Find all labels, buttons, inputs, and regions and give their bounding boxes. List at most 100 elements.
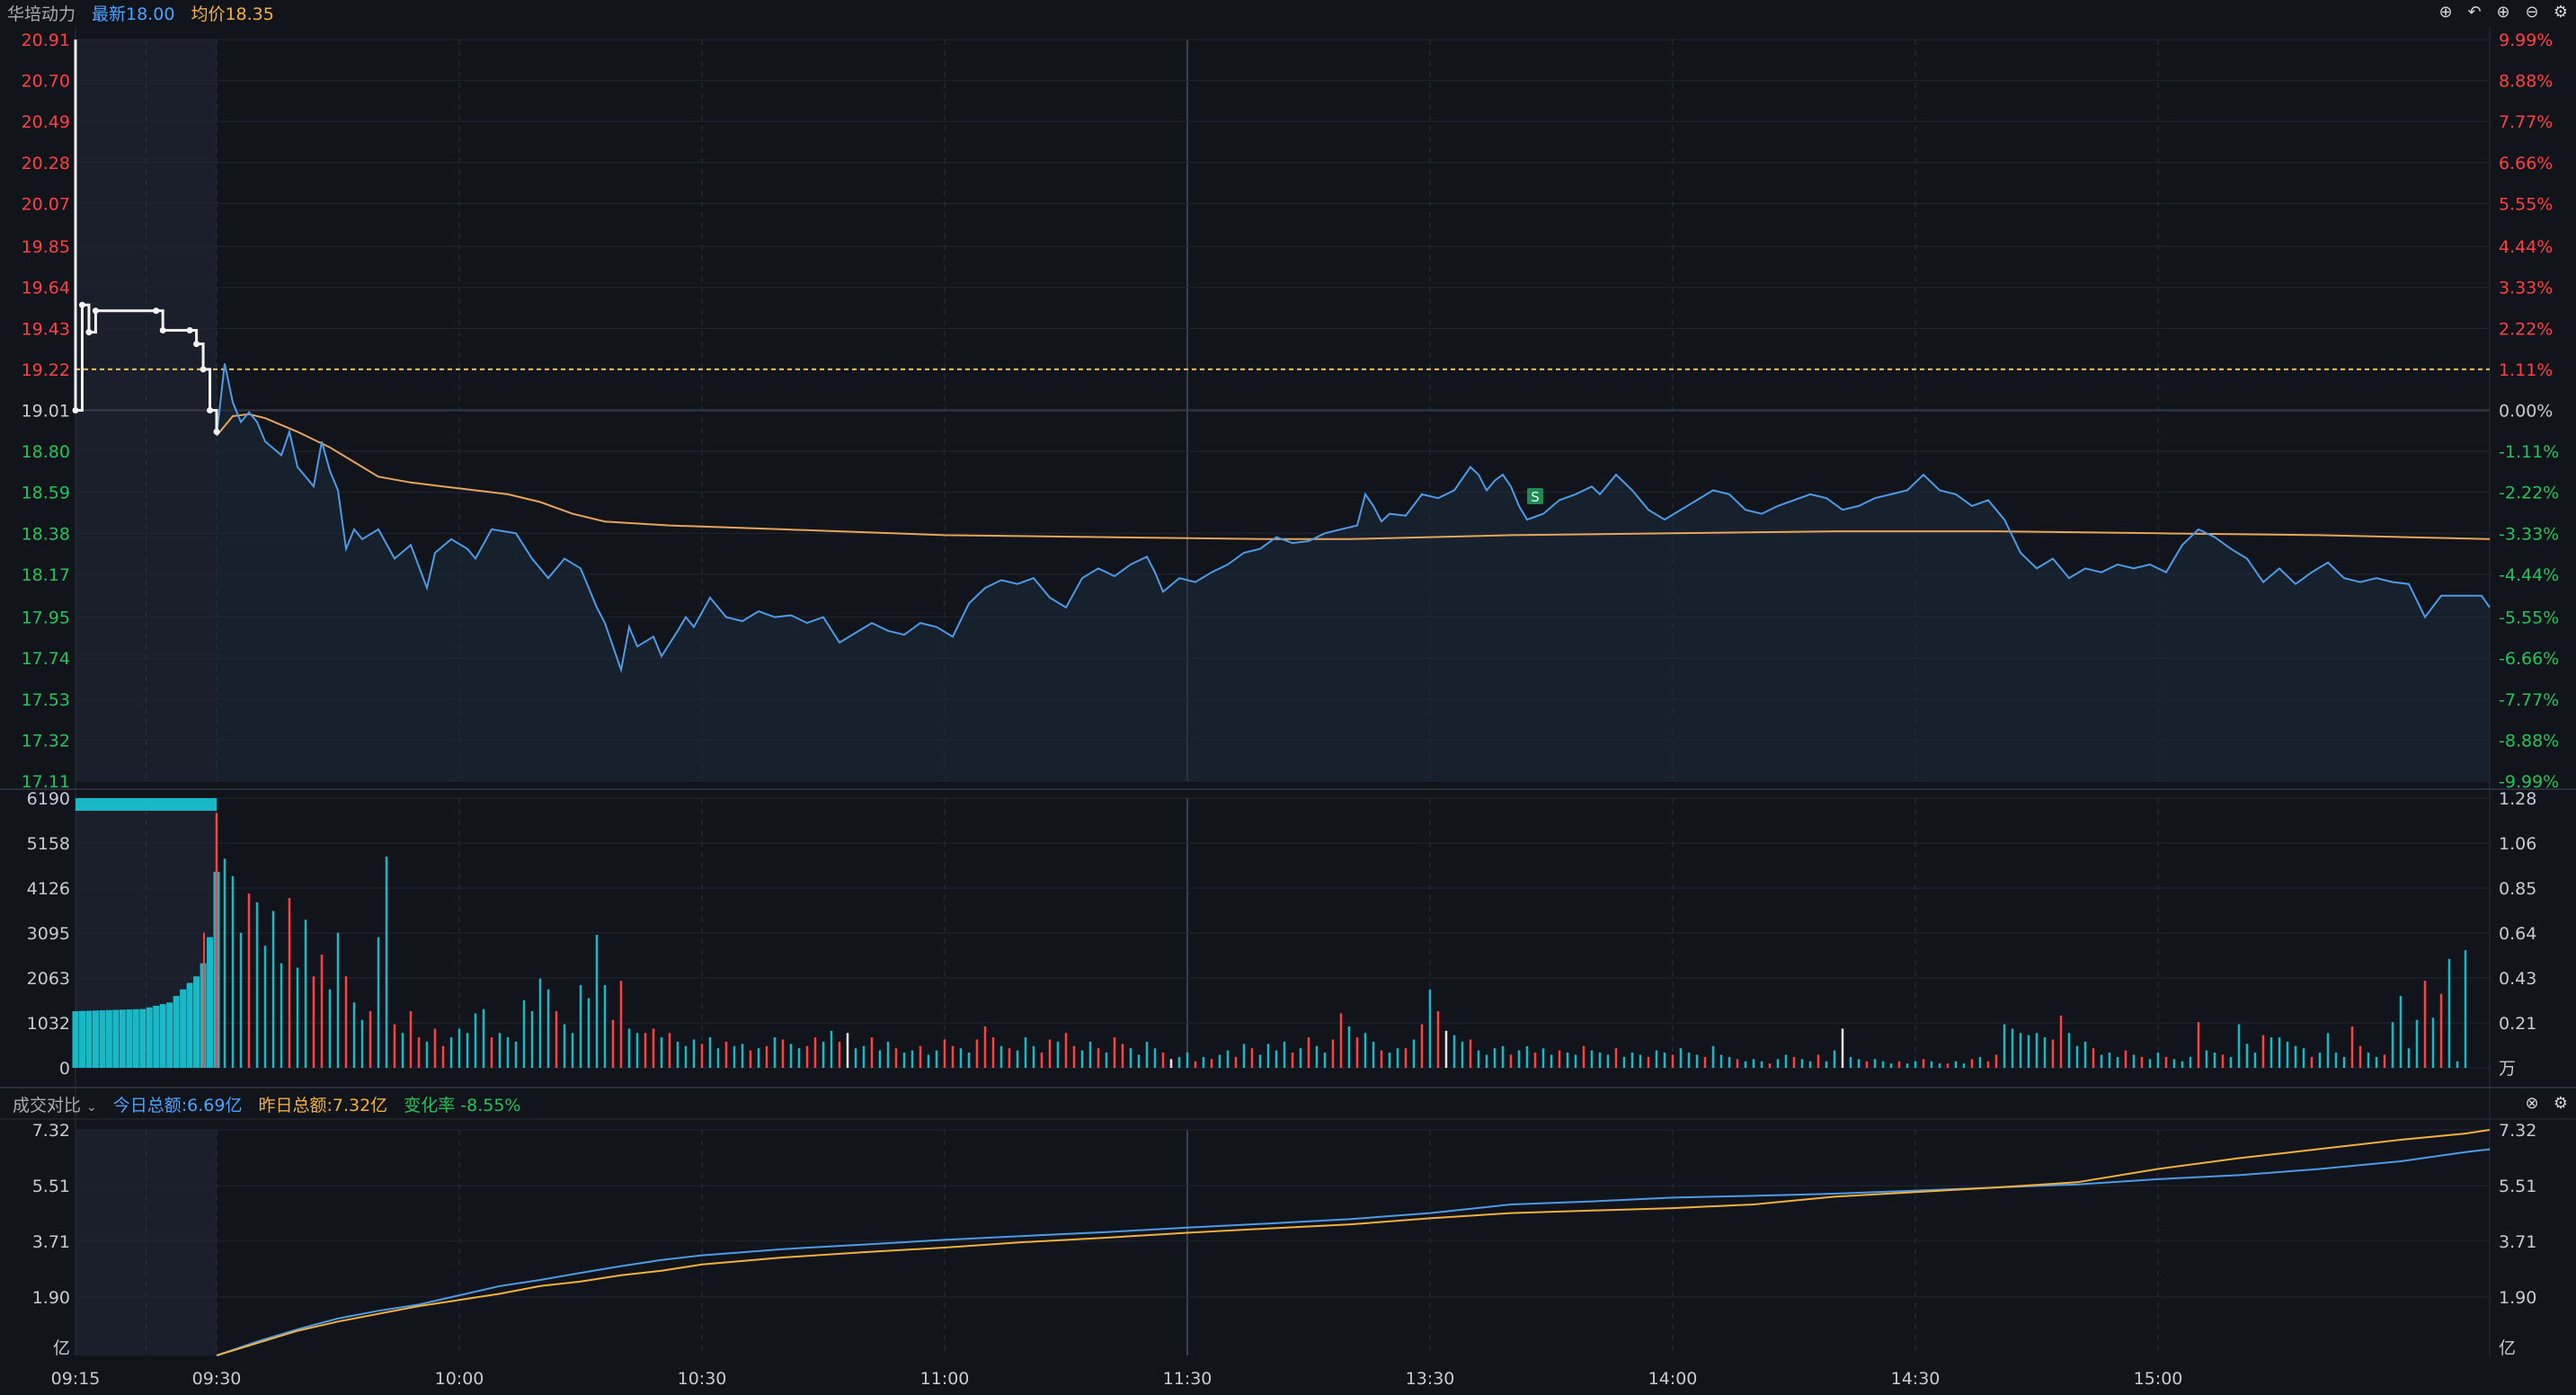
pct-tick-label: -2.22%	[2499, 484, 2559, 503]
gear-icon[interactable]: ⚙	[2553, 1093, 2569, 1113]
undo-icon[interactable]: ↶	[2467, 2, 2482, 22]
preopen-volume-bar	[112, 1009, 120, 1068]
preopen-volume-bar	[173, 996, 180, 1068]
pct-tick-label: 0.00%	[2499, 402, 2553, 422]
time-tick-label: 09:15	[51, 1369, 101, 1389]
pct-tick-label: 9.99%	[2499, 31, 2553, 50]
preopen-volume-bar	[126, 1009, 133, 1068]
price-area	[217, 363, 2490, 781]
time-tick-label: 11:00	[920, 1369, 970, 1389]
price-tick-label: 19.64	[22, 279, 70, 298]
auction-point	[159, 326, 166, 333]
volume-tick-label: 2063	[27, 969, 70, 989]
zoom-in-icon[interactable]: ⊕	[2496, 2, 2510, 22]
price-tick-label: 20.49	[22, 112, 70, 132]
auction-point	[186, 326, 193, 333]
time-tick-label: 11:30	[1163, 1369, 1212, 1389]
price-tick-label: 18.17	[22, 565, 70, 585]
avg-price-line	[216, 413, 2491, 540]
auction-point	[207, 407, 214, 413]
preopen-volume-bar	[159, 1004, 166, 1068]
volume-tick-label: 6190	[27, 789, 70, 809]
price-tick-label: 17.95	[22, 609, 70, 628]
preopen-volume-bar	[132, 1008, 139, 1068]
preopen-volume-bar	[119, 1009, 126, 1068]
auction-point	[153, 307, 160, 315]
time-tick-label: 14:30	[1891, 1369, 1941, 1389]
price-header: 华培动力 最新18.00 均价18.35	[7, 2, 274, 24]
pct-tick-label: -4.44%	[2499, 565, 2559, 585]
volume-tick-label: 1032	[27, 1014, 70, 1034]
price-tick-label: 17.11	[22, 772, 70, 792]
preopen-volume-bar	[105, 1009, 112, 1068]
pct-tick-label: -8.88%	[2499, 731, 2559, 751]
auction-point	[200, 366, 207, 373]
yesterday-total: 昨日总额:7.32亿	[258, 1095, 388, 1115]
turnover-tick-label: 3.71	[32, 1232, 70, 1252]
price-tick-label: 19.85	[22, 237, 70, 257]
volume-tick-label: 5158	[27, 834, 70, 854]
preopen-volume-bar	[166, 1002, 173, 1068]
pct-tick-label: -3.33%	[2499, 524, 2559, 544]
preopen-volume-bar	[153, 1005, 160, 1068]
pct-tick-label: -9.99%	[2499, 772, 2559, 792]
pct-tick-label: 4.44%	[2499, 237, 2553, 257]
preopen-volume-bar	[186, 982, 193, 1068]
pct-tick-label: 3.33%	[2499, 279, 2553, 298]
close-icon[interactable]: ⊗	[2525, 1093, 2539, 1113]
lower-toolbar: ⊗ ⚙	[2522, 1093, 2571, 1113]
pct-tick-label: 1.11%	[2499, 360, 2553, 380]
pct-tick-label: -6.66%	[2499, 649, 2559, 669]
volume-tick-label: 0	[59, 1059, 70, 1079]
auction-point	[85, 329, 93, 336]
sell-marker-label: S	[1531, 489, 1540, 505]
turnover-line	[216, 1148, 2491, 1356]
turnover-right-tick-label: 3.71	[2499, 1232, 2536, 1252]
time-tick-label: 14:00	[1648, 1369, 1698, 1389]
download-icon[interactable]: ⊕	[2438, 2, 2453, 22]
preopen-volume-bar	[85, 1010, 93, 1068]
price-tick-label: 20.28	[22, 154, 70, 173]
volume-right-tick-label: 0.85	[2499, 879, 2536, 899]
price-tick-label: 18.38	[22, 524, 70, 544]
stock-name[interactable]: 华培动力	[7, 4, 76, 24]
turnover-right-tick-label: 5.51	[2499, 1177, 2536, 1196]
price-tick-label: 20.70	[22, 72, 70, 92]
preopen-volume-bar	[207, 937, 214, 1068]
volume-right-tick-label: 万	[2499, 1059, 2516, 1079]
comparison-selector[interactable]: 成交对比 ⌄	[13, 1095, 97, 1115]
turnover-tick-label: 7.32	[32, 1121, 70, 1141]
volume-right-tick-label: 1.28	[2499, 789, 2536, 809]
zoom-out-icon[interactable]: ⊖	[2525, 2, 2539, 22]
change-rate: 变化率 -8.55%	[404, 1095, 521, 1115]
price-tick-label: 17.74	[22, 649, 70, 669]
chevron-down-icon: ⌄	[86, 1099, 97, 1115]
pct-tick-label: 5.55%	[2499, 194, 2553, 214]
price-tick-label: 17.53	[22, 690, 70, 710]
auction-point	[78, 301, 85, 308]
pct-tick-label: -5.55%	[2499, 609, 2559, 628]
time-tick-label: 09:30	[192, 1369, 242, 1389]
price-line	[216, 363, 2491, 674]
auction-point	[213, 428, 220, 435]
volume-right-tick-label: 1.06	[2499, 834, 2536, 854]
gear-icon[interactable]: ⚙	[2553, 2, 2569, 22]
price-tick-label: 19.43	[22, 319, 70, 339]
toolbar: ⊕ ↶ ⊕ ⊖ ⚙	[2436, 2, 2571, 22]
turnover-right-tick-label: 7.32	[2499, 1121, 2536, 1141]
turnover-right-tick-label: 亿	[2499, 1338, 2516, 1358]
turnover-tick-label: 1.90	[32, 1288, 70, 1308]
price-tick-label: 20.91	[22, 31, 70, 50]
volume-tick-label: 4126	[27, 879, 70, 899]
turnover-header: 成交对比 ⌄ 今日总额:6.69亿 昨日总额:7.32亿 变化率 -8.55%	[13, 1092, 520, 1115]
price-tick-label: 20.07	[22, 194, 70, 214]
preopen-top-band	[76, 798, 217, 811]
pct-tick-label: 6.66%	[2499, 154, 2553, 173]
volume-right-tick-label: 0.43	[2499, 969, 2536, 989]
pct-tick-label: 2.22%	[2499, 319, 2553, 339]
turnover-tick-label: 亿	[53, 1338, 70, 1358]
volume-right-tick-label: 0.64	[2499, 924, 2536, 944]
preopen-volume-bar	[193, 976, 200, 1068]
preopen-volume-bar	[180, 989, 187, 1068]
